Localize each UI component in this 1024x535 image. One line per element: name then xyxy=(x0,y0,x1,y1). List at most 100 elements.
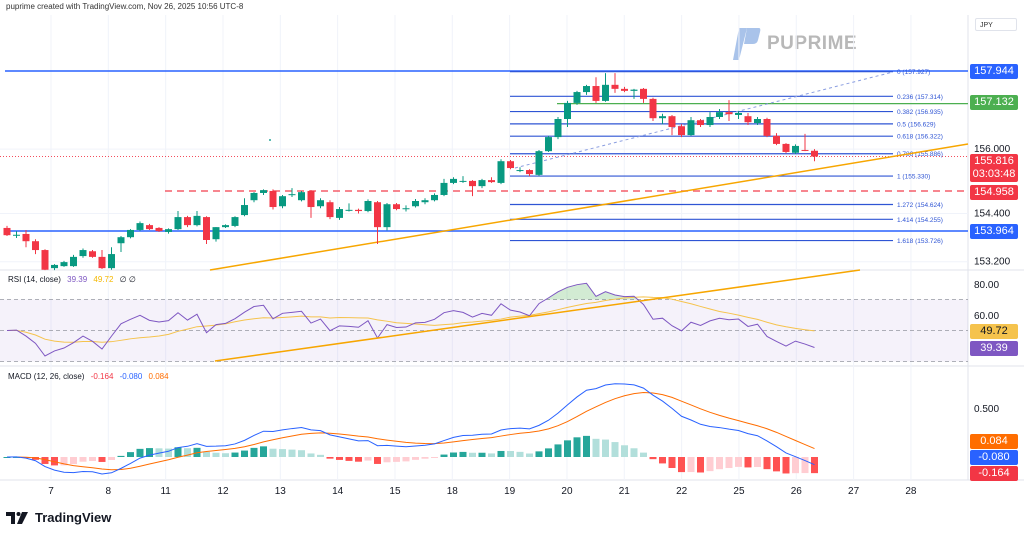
currency-selector[interactable]: JPY xyxy=(975,18,1017,31)
candle-body xyxy=(136,223,144,230)
candle xyxy=(79,248,87,258)
candle-body xyxy=(697,120,704,126)
candle-body xyxy=(250,192,258,201)
macd-histogram-bar xyxy=(678,457,685,473)
candle xyxy=(326,200,334,220)
macd-histogram-bar xyxy=(668,457,676,469)
macd-histogram-bar xyxy=(497,450,505,457)
macd-histogram-bar xyxy=(516,451,524,457)
tradingview-footer: TradingView xyxy=(6,510,111,525)
candle xyxy=(279,194,286,209)
candle-body xyxy=(89,251,96,257)
candle xyxy=(260,189,267,195)
macd-line xyxy=(6,383,815,475)
macd-histogram-bar xyxy=(687,457,695,473)
candle xyxy=(117,235,125,253)
candle-body xyxy=(364,201,372,212)
macd-histogram-bar xyxy=(640,452,647,457)
candle xyxy=(98,250,106,269)
candle-body xyxy=(231,217,239,226)
candle xyxy=(174,211,182,230)
macd-histogram-bar xyxy=(250,447,258,457)
price-tag-154958: 154.958 xyxy=(970,185,1018,200)
candle xyxy=(383,203,391,231)
candle-body xyxy=(402,208,410,210)
time-axis-label: 21 xyxy=(619,486,631,497)
time-axis-label: 14 xyxy=(332,486,344,497)
macd-histogram-bar xyxy=(108,457,115,461)
candle xyxy=(288,188,296,197)
candle-body xyxy=(440,182,448,195)
candle xyxy=(516,167,524,173)
candle xyxy=(687,116,695,136)
candle xyxy=(298,190,305,202)
price-axis-label: 153.200 xyxy=(974,257,1011,268)
candle xyxy=(345,203,353,212)
candle-body xyxy=(374,202,381,228)
candle-body xyxy=(355,209,362,212)
fib-level-label: 0.236 (157.314) xyxy=(897,94,943,101)
macd-histogram-bar xyxy=(222,453,229,457)
macd-histogram-bar xyxy=(602,439,609,457)
macd-histogram-bar xyxy=(649,457,657,460)
puprime-logo-icon xyxy=(733,28,761,60)
tradingview-brand: TradingView xyxy=(35,510,112,525)
macd-histogram-bar xyxy=(773,457,780,472)
candle xyxy=(497,159,505,185)
candle xyxy=(231,216,239,228)
candle-body xyxy=(193,215,201,226)
macd-signal-line xyxy=(6,391,815,471)
macd-histogram-bar xyxy=(450,452,457,457)
rsi-value: 39.39 xyxy=(67,275,88,284)
candle-body xyxy=(583,86,590,93)
tradingview-logo-icon xyxy=(6,511,28,524)
macd-histogram-bar xyxy=(127,452,134,457)
rsi-line xyxy=(6,282,815,357)
candle xyxy=(450,177,457,185)
macd-histogram-bar xyxy=(716,457,723,470)
candle-body xyxy=(592,86,600,101)
macd-histogram-bar xyxy=(526,453,533,457)
macd-histogram-bar xyxy=(374,457,381,464)
macd-histogram-bar xyxy=(336,457,343,460)
candle xyxy=(108,247,115,270)
candle xyxy=(421,198,429,205)
candle-body xyxy=(174,217,182,230)
candle xyxy=(706,112,714,128)
candle xyxy=(535,149,543,177)
macd-histogram-bar xyxy=(440,454,448,457)
candle-body xyxy=(383,204,391,228)
candle xyxy=(668,114,676,136)
macd-histogram-bar xyxy=(431,457,438,458)
macd-histogram-bar xyxy=(146,448,153,457)
candle xyxy=(222,224,229,228)
macd-histogram-bar xyxy=(735,457,742,467)
candle-body xyxy=(32,241,39,251)
macd-axis-label: 0.500 xyxy=(974,404,999,415)
candle xyxy=(621,86,628,93)
macd-histogram-bar xyxy=(70,457,77,465)
macd-histogram-bar xyxy=(801,457,809,474)
candle-body xyxy=(678,126,685,136)
candle xyxy=(754,116,761,126)
candle xyxy=(193,211,201,227)
macd-histogram-bar xyxy=(583,435,590,457)
chart-canvas[interactable]: 7 8 11 12 13 14 15 18 19 20 21 22 25 26 27 28 156.000 154… xyxy=(0,0,1024,500)
candle xyxy=(51,264,58,271)
rsi-legend: RSI (14, close) 39.39 49.72 ∅ ∅ xyxy=(8,275,140,284)
candle xyxy=(716,108,723,119)
candle xyxy=(440,178,448,197)
time-axis-label: 15 xyxy=(389,486,401,497)
macd-histogram-bar xyxy=(507,451,514,457)
candle xyxy=(336,207,343,220)
candle-body xyxy=(70,256,77,267)
candle xyxy=(165,228,172,234)
macd-histogram-bar xyxy=(811,457,818,474)
macd-histogram-bar xyxy=(355,457,362,462)
macd-histogram-bar xyxy=(165,448,172,457)
candle xyxy=(136,221,144,232)
candle xyxy=(269,189,277,210)
candle xyxy=(250,192,258,203)
time-axis-label: 13 xyxy=(275,486,287,497)
candle-body xyxy=(526,170,533,175)
